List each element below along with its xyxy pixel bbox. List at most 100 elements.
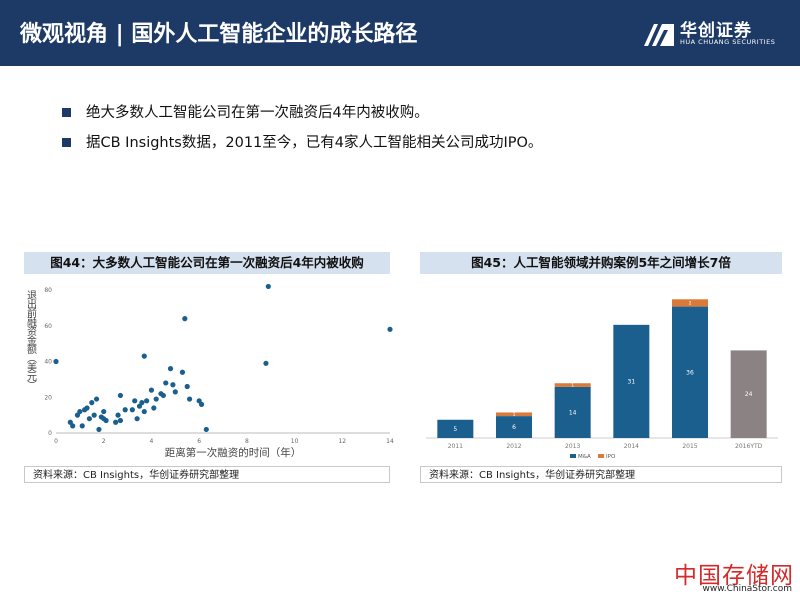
bullet-item: 据CB Insights数据，2011至今，已有4家人工智能相关公司成功IPO。 [62, 132, 542, 162]
scatter-point [117, 417, 124, 424]
y-axis-label: 退出前融资金额（美元） [25, 290, 37, 389]
scatter-point [387, 326, 393, 332]
bar-data-label: 5 [453, 426, 457, 433]
watermark-text: 中国存储网 [674, 563, 794, 589]
x-tick-label: 2 [102, 438, 106, 445]
scatter-point [170, 382, 176, 388]
scatter-point [70, 423, 76, 429]
scatter-point [141, 353, 147, 359]
scatter-point [182, 316, 188, 322]
bar-ma [554, 386, 591, 438]
x-tick-label: 2011 [448, 443, 463, 450]
left-source-note: 资料来源：CB Insights，华创证券研究部整理 [24, 466, 390, 483]
logo-mark-icon [644, 24, 674, 46]
scatter-point [79, 423, 85, 429]
legend-label-ma: M&A [578, 454, 591, 460]
bar-ipo [672, 299, 708, 307]
scatter-point [187, 396, 193, 402]
x-tick-label: 2012 [506, 443, 521, 450]
bar-data-label: 31 [628, 378, 636, 385]
scatter-point [89, 400, 95, 406]
scatter-chart: 0 2 4 6 8 10 12 14 0 20 40 60 80 距离第一次融资的时间（年） 退出前融资金额… [25, 283, 394, 459]
scatter-point [122, 407, 128, 413]
bar-2016ytd [730, 350, 767, 438]
scatter-point [53, 358, 59, 365]
scatter-point [103, 417, 109, 424]
x-tick-label: 8 [245, 438, 249, 445]
x-tick-label: 6 [197, 438, 201, 445]
bullet-text: 绝大多数人工智能公司在第一次融资后4年内被收购。 [86, 105, 429, 121]
scatter-point [265, 283, 271, 290]
x-tick-label: 10 [291, 438, 299, 445]
scatter-point [91, 412, 97, 418]
bar-ma [496, 416, 532, 438]
x-tick-label: 2014 [624, 443, 639, 450]
y-tick-label: 60 [44, 323, 52, 330]
scatter-point [179, 369, 186, 375]
scatter-point [163, 380, 169, 386]
bar-data-label: 1 [513, 412, 516, 418]
scatter-point [184, 383, 190, 390]
scatter-point [198, 401, 205, 407]
x-tick-label: 2013 [565, 443, 580, 450]
logo-text-cn: 华创证券 [680, 21, 752, 41]
scatter-point [132, 398, 138, 404]
scatter-point [115, 412, 121, 418]
scatter-point [77, 408, 83, 415]
x-tick-label: 2016YTD [735, 443, 763, 450]
company-logo: 华创证券 HUA CHUANG SECURITIES [644, 14, 784, 54]
scatter-point [148, 387, 155, 393]
bar-chart: 5 2011 6 1 2012 14 1 2013 31 2014 36 2 2015 24 2016YTD… [426, 299, 778, 460]
scatter-point [172, 389, 178, 395]
legend-label-ipo: IPO [606, 454, 616, 460]
watermark: 中国存储网 www.ChinaStor.com [668, 556, 794, 596]
bar-ma [613, 324, 650, 438]
scatter-point [129, 407, 135, 413]
y-tick-label: 20 [44, 394, 52, 401]
legend-swatch-ipo [598, 454, 604, 458]
bar-ma [672, 306, 708, 438]
right-chart-title: 图45：人工智能领域并购案例5年之间增长7倍 [420, 252, 782, 274]
scatter-point [134, 416, 140, 422]
bar-ipo [496, 412, 532, 417]
x-tick-label: 2015 [682, 443, 697, 450]
x-axis-label: 距离第一次融资的时间（年） [165, 446, 302, 459]
bar-data-label: 1 [571, 383, 574, 389]
square-bullet-icon [62, 138, 71, 147]
scatter-point [263, 360, 269, 366]
scatter-point [84, 405, 90, 411]
bullet-list: 绝大多数人工智能公司在第一次融资后4年内被收购。 据CB Insights数据，… [62, 102, 542, 162]
x-tick-label: 12 [338, 438, 346, 445]
scatter-point [144, 398, 150, 404]
bar-ma [437, 419, 474, 438]
y-tick-label: 80 [44, 287, 52, 294]
scatter-point [96, 426, 102, 433]
x-tick-label: 4 [150, 438, 154, 445]
watermark-url: www.ChinaStor.com [702, 584, 792, 594]
bullet-text: 据CB Insights数据，2011至今，已有4家人工智能相关公司成功IPO。 [86, 135, 543, 151]
x-tick-label: 0 [54, 438, 58, 445]
scatter-point [117, 392, 124, 399]
bar-data-label: 2 [689, 300, 692, 306]
bullet-item: 绝大多数人工智能公司在第一次融资后4年内被收购。 [62, 102, 542, 132]
scatter-point [160, 392, 166, 399]
logo-text-en: HUA CHUANG SECURITIES [680, 38, 776, 46]
bar-ipo [554, 383, 591, 387]
scatter-point [167, 366, 174, 372]
page-title: 微观视角 | 国外人工智能企业的成长路径 [20, 22, 418, 47]
scatter-point [141, 408, 147, 415]
scatter-point [151, 405, 157, 411]
bar-data-label: 36 [686, 369, 694, 376]
left-chart-title: 图44：大多数人工智能公司在第一次融资后4年内被收购 [24, 252, 390, 274]
scatter-point [101, 408, 107, 415]
right-source-note: 资料来源：CB Insights，华创证券研究部整理 [420, 466, 782, 483]
y-tick-label: 0 [48, 430, 52, 437]
bar-data-label: 14 [569, 409, 577, 416]
legend-swatch-ma [570, 454, 576, 458]
square-bullet-icon [62, 108, 71, 117]
scatter-point [139, 400, 145, 406]
scatter-point [86, 416, 92, 422]
x-tick-label: 14 [386, 438, 394, 445]
scatter-point [203, 426, 209, 433]
header-bar: 微观视角 | 国外人工智能企业的成长路径 华创证券 HUA CHUANG SEC… [0, 0, 800, 66]
